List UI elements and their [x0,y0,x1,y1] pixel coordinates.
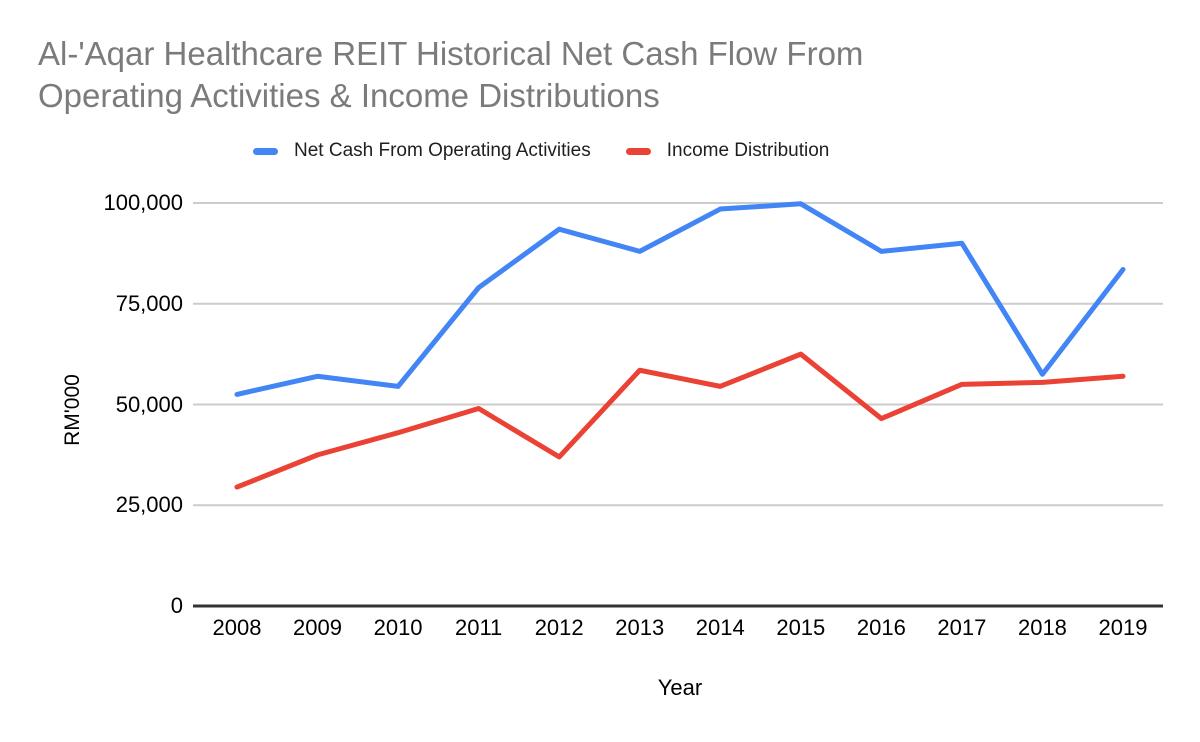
legend-swatch-icon [253,147,278,155]
x-tick-label: 2019 [1098,615,1148,640]
x-tick-label: 2008 [212,615,262,640]
y-tick-label: 50,000 [115,391,183,417]
legend: Net Cash From Operating Activities Income… [253,140,829,162]
chart-title-line1: Al-'Aqar Healthcare REIT Historical Net … [38,35,864,72]
chart-title-line2: Operating Activities & Income Distributi… [38,77,660,114]
x-tick-label: 2014 [695,615,745,640]
x-tick-label: 2016 [856,615,906,640]
y-axis-title: RM'000 [61,374,84,446]
legend-item-1: Income Distribution [625,140,830,162]
legend-item-0: Net Cash From Operating Activities [253,140,591,162]
x-tick-label: 2017 [937,615,987,640]
y-tick-label: 25,000 [115,492,183,518]
x-tick-label: 2013 [615,615,665,640]
y-tick-label: 0 [170,593,183,618]
y-tick-label: 100,000 [103,190,183,215]
y-tick-label: 75,000 [115,290,183,316]
legend-label: Income Distribution [666,140,830,161]
x-tick-label: 2018 [1017,615,1067,640]
x-tick-label: 2010 [373,615,423,640]
series-line-0 [234,201,1126,397]
x-axis-title: Year [657,675,703,700]
x-tick-label: 2011 [454,615,503,640]
legend-swatch-icon [625,147,651,155]
series-line-1 [234,351,1126,490]
chart-title: Al-'Aqar Healthcare REIT Historical Net … [38,33,863,117]
legend-label: Net Cash From Operating Activities [294,140,591,161]
x-tick-label: 2009 [293,615,343,640]
x-tick-label: 2012 [534,615,584,640]
x-tick-label: 2015 [776,615,826,640]
